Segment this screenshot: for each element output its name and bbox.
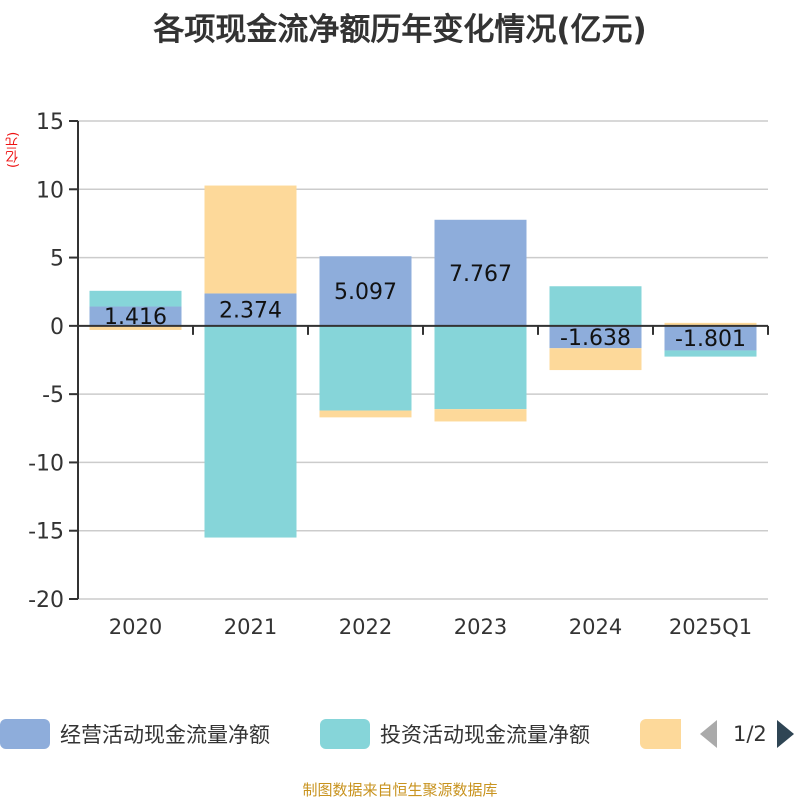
- y-tick-label: 5: [50, 247, 64, 272]
- data-label: 1.416: [104, 305, 167, 330]
- bar-segment-2021-s1: [204, 325, 297, 538]
- bars: [89, 185, 757, 538]
- bar-segment-2023-s2: [434, 409, 527, 422]
- data-label: 5.097: [334, 280, 397, 305]
- bar-segment-2020-s0: [89, 306, 182, 326]
- legend-item-investing[interactable]: 投资活动现金流量净额: [320, 716, 590, 752]
- legend-item-financing[interactable]: [640, 716, 681, 752]
- bar-segment-2021-s0: [204, 293, 297, 326]
- legend-pager: 1/2: [700, 716, 794, 752]
- legend: 经营活动现金流量净额 投资活动现金流量净额: [0, 716, 800, 752]
- legend-swatch-investing: [320, 719, 370, 749]
- legend-page-indicator: 1/2: [733, 722, 767, 746]
- y-tick-label: -5: [42, 383, 64, 408]
- legend-swatch-financing: [640, 719, 681, 749]
- bar-segment-2025Q1-s2: [664, 322, 757, 326]
- bar-segment-2022-s0: [319, 256, 412, 326]
- legend-swatch-operating: [0, 719, 50, 749]
- bar-segment-2020-s1: [89, 290, 182, 307]
- bar-segment-2023-s1: [434, 325, 527, 410]
- axes: [69, 120, 769, 600]
- legend-item-operating[interactable]: 经营活动现金流量净额: [0, 716, 270, 752]
- bar-segment-2022-s2: [319, 410, 412, 418]
- x-tick-label: 2022: [339, 615, 392, 639]
- y-tick-label: 15: [36, 110, 64, 135]
- x-tick-label: 2025Q1: [669, 615, 752, 639]
- data-label: -1.801: [675, 327, 746, 352]
- y-tick-label: -20: [28, 588, 64, 613]
- data-labels: 1.416 2.374 5.097 7.767 -1.638 -1.801: [104, 262, 746, 352]
- bar-segment-2024-s0: [549, 325, 642, 349]
- y-tick-label: -10: [28, 451, 64, 476]
- data-label: 2.374: [219, 299, 282, 324]
- x-tick-label: 2021: [224, 615, 277, 639]
- legend-label-operating: 经营活动现金流量净额: [60, 723, 270, 747]
- x-tick-labels: 2020 2021 2022 2023 2024 2025Q1: [109, 615, 752, 639]
- chart-title: 各项现金流净额历年变化情况(亿元): [153, 12, 647, 48]
- x-tick-label: 2020: [109, 615, 162, 639]
- x-tick-label: 2024: [569, 615, 622, 639]
- data-label: -1.638: [560, 326, 631, 351]
- x-tick-label: 2023: [454, 615, 507, 639]
- y-tick-labels: 15 10 5 0 -5 -10 -15 -20: [28, 110, 64, 613]
- legend-label-investing: 投资活动现金流量净额: [380, 723, 590, 747]
- bar-segment-2024-s1: [549, 286, 642, 326]
- bar-segment-2024-s2: [549, 348, 642, 371]
- legend-next-page-icon[interactable]: [776, 720, 794, 748]
- grid-lines: [78, 120, 768, 600]
- bar-segment-2025Q1-s0: [664, 325, 757, 351]
- y-tick-label: -15: [28, 520, 64, 545]
- y-tick-label: 0: [50, 315, 64, 340]
- legend-prev-page-icon[interactable]: [700, 720, 717, 748]
- bar-segment-2020-s2: [89, 325, 182, 330]
- bar-segment-2025Q1-s1: [664, 350, 757, 357]
- bar-segment-2023-s0: [434, 219, 527, 326]
- y-tick-label: 10: [36, 178, 64, 203]
- bar-segment-2021-s2: [204, 185, 297, 294]
- data-source-note: 制图数据来自恒生聚源数据库: [302, 781, 498, 799]
- data-label: 7.767: [449, 262, 512, 287]
- bar-segment-2022-s1: [319, 325, 412, 411]
